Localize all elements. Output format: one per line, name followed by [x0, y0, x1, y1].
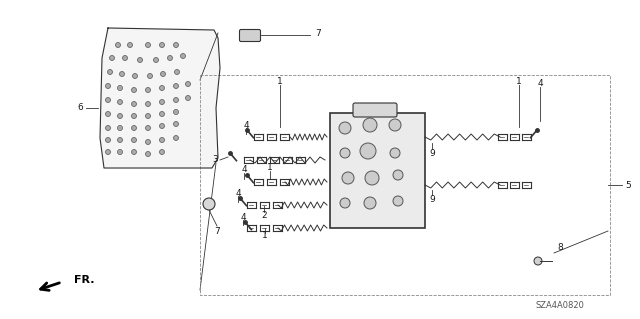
Circle shape	[154, 57, 159, 63]
Circle shape	[159, 137, 164, 143]
Circle shape	[138, 57, 143, 63]
Circle shape	[159, 100, 164, 105]
Circle shape	[106, 150, 111, 154]
Circle shape	[173, 42, 179, 48]
Circle shape	[159, 150, 164, 154]
Circle shape	[159, 123, 164, 129]
Circle shape	[145, 139, 150, 145]
Circle shape	[393, 170, 403, 180]
Circle shape	[365, 171, 379, 185]
Circle shape	[127, 42, 132, 48]
Circle shape	[159, 85, 164, 91]
Circle shape	[173, 109, 179, 115]
Circle shape	[131, 125, 136, 130]
Text: 5: 5	[625, 181, 631, 189]
Circle shape	[118, 137, 122, 143]
Text: 6: 6	[77, 103, 83, 113]
Circle shape	[393, 196, 403, 206]
FancyBboxPatch shape	[239, 29, 260, 41]
Circle shape	[120, 71, 125, 77]
Circle shape	[173, 122, 179, 127]
Text: 2: 2	[261, 211, 267, 219]
Circle shape	[363, 118, 377, 132]
Circle shape	[159, 42, 164, 48]
Circle shape	[159, 112, 164, 116]
Circle shape	[339, 122, 351, 134]
Text: 7: 7	[214, 227, 220, 236]
Text: 7: 7	[315, 28, 321, 38]
Text: 1: 1	[267, 164, 273, 173]
Text: 4: 4	[235, 189, 241, 197]
Circle shape	[106, 98, 111, 102]
Circle shape	[161, 71, 166, 77]
Circle shape	[340, 148, 350, 158]
Circle shape	[147, 73, 152, 78]
Circle shape	[180, 54, 186, 58]
Text: 4: 4	[537, 78, 543, 87]
Polygon shape	[100, 28, 220, 168]
Circle shape	[173, 98, 179, 102]
Circle shape	[106, 112, 111, 116]
Circle shape	[131, 114, 136, 118]
Circle shape	[186, 81, 191, 86]
Circle shape	[203, 198, 215, 210]
Text: 9: 9	[429, 195, 435, 204]
Text: 9: 9	[429, 149, 435, 158]
Circle shape	[173, 84, 179, 88]
Circle shape	[132, 73, 138, 78]
Circle shape	[145, 152, 150, 157]
Text: 4: 4	[243, 121, 249, 130]
Circle shape	[360, 143, 376, 159]
Circle shape	[390, 148, 400, 158]
Text: 8: 8	[557, 242, 563, 251]
Circle shape	[106, 137, 111, 143]
Circle shape	[108, 70, 113, 75]
Circle shape	[131, 87, 136, 93]
Circle shape	[173, 136, 179, 140]
Bar	[330, 113, 425, 228]
Circle shape	[145, 87, 150, 93]
Circle shape	[175, 70, 179, 75]
Text: 1: 1	[516, 78, 522, 86]
Circle shape	[168, 56, 173, 61]
Circle shape	[131, 150, 136, 154]
Circle shape	[118, 100, 122, 105]
Circle shape	[106, 125, 111, 130]
Circle shape	[122, 56, 127, 61]
Circle shape	[364, 197, 376, 209]
Text: 4: 4	[241, 166, 247, 174]
Circle shape	[145, 42, 150, 48]
Text: 1: 1	[262, 232, 268, 241]
Circle shape	[106, 84, 111, 88]
Circle shape	[118, 125, 122, 130]
Circle shape	[131, 137, 136, 143]
Text: 1: 1	[277, 78, 283, 86]
Circle shape	[340, 198, 350, 208]
Text: 4: 4	[240, 212, 246, 221]
Circle shape	[118, 150, 122, 154]
FancyBboxPatch shape	[353, 103, 397, 117]
Circle shape	[118, 85, 122, 91]
Circle shape	[534, 257, 542, 265]
Circle shape	[342, 172, 354, 184]
Circle shape	[118, 114, 122, 118]
Text: FR.: FR.	[74, 275, 95, 285]
Circle shape	[145, 125, 150, 130]
Circle shape	[186, 95, 191, 100]
Circle shape	[145, 101, 150, 107]
Circle shape	[115, 42, 120, 48]
Circle shape	[131, 101, 136, 107]
Text: SZA4A0820: SZA4A0820	[536, 300, 584, 309]
Circle shape	[389, 119, 401, 131]
Circle shape	[109, 56, 115, 61]
Text: 3: 3	[212, 155, 218, 165]
Circle shape	[145, 114, 150, 118]
